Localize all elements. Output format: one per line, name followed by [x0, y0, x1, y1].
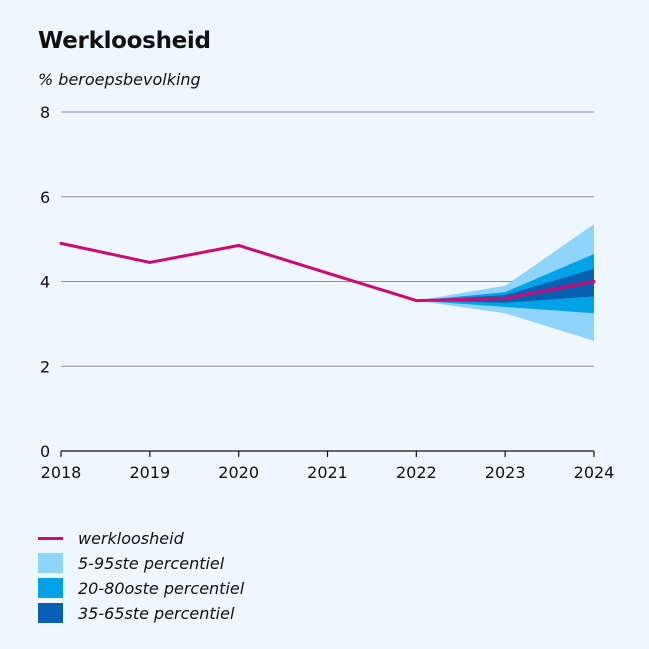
data-point-2022 [414, 299, 418, 302]
legend-swatch-p5-95 [38, 553, 63, 573]
x-tick-label-2021: 2021 [307, 463, 348, 482]
legend-swatch-line [38, 536, 63, 540]
legend-item-p5-95: 5-95ste percentiel [38, 551, 244, 575]
legend-label: 20-80oste percentiel [78, 578, 245, 598]
legend: werkloosheid 5-95ste percentiel 20-80ost… [38, 526, 244, 626]
legend-label: 5-95ste percentiel [78, 553, 225, 573]
data-point-2023 [503, 297, 507, 300]
legend-item-p20-80: 20-80oste percentiel [38, 576, 244, 600]
x-tick-label-2023: 2023 [485, 463, 526, 482]
legend-item-werkloosheid: werkloosheid [38, 526, 244, 550]
band-35-65ste-percentiel [416, 268, 594, 303]
x-tick-label-2022: 2022 [396, 463, 437, 482]
band-5-95ste-percentiel [416, 224, 594, 341]
x-tick-label-2018: 2018 [41, 463, 82, 482]
y-tick-label-4: 4 [40, 273, 50, 292]
legend-swatch-p35-65 [38, 603, 63, 623]
data-point-2019 [148, 261, 152, 264]
y-tick-label-6: 6 [40, 188, 50, 207]
data-point-2018 [59, 241, 63, 245]
y-axis-label: % beroepsbevolking [38, 70, 201, 89]
chart-title: Werkloosheid [38, 28, 211, 54]
x-tick-label-2020: 2020 [218, 463, 259, 482]
data-point-2024 [592, 280, 596, 283]
legend-swatch-p20-80 [38, 578, 63, 598]
y-tick-label-0: 0 [40, 442, 50, 461]
legend-item-p35-65: 35-65ste percentiel [38, 601, 244, 625]
legend-label: 35-65ste percentiel [78, 603, 235, 623]
grid-lines [61, 111, 594, 367]
y-tick-label-8: 8 [40, 103, 50, 122]
data-point-2021 [326, 271, 329, 275]
axes [60, 450, 595, 457]
y-tick-label-2: 2 [40, 357, 50, 376]
tick-labels: 0 2 4 6 8 2018 2019 2020 2021 2022 2023 2024 [40, 103, 614, 482]
series-lines [59, 241, 596, 303]
legend-label: werkloosheid [78, 528, 184, 548]
x-tick-label-2024: 2024 [574, 463, 615, 482]
data-point-2020 [237, 244, 241, 247]
x-tick-label-2019: 2019 [129, 463, 170, 482]
percentile-bands [416, 224, 594, 341]
